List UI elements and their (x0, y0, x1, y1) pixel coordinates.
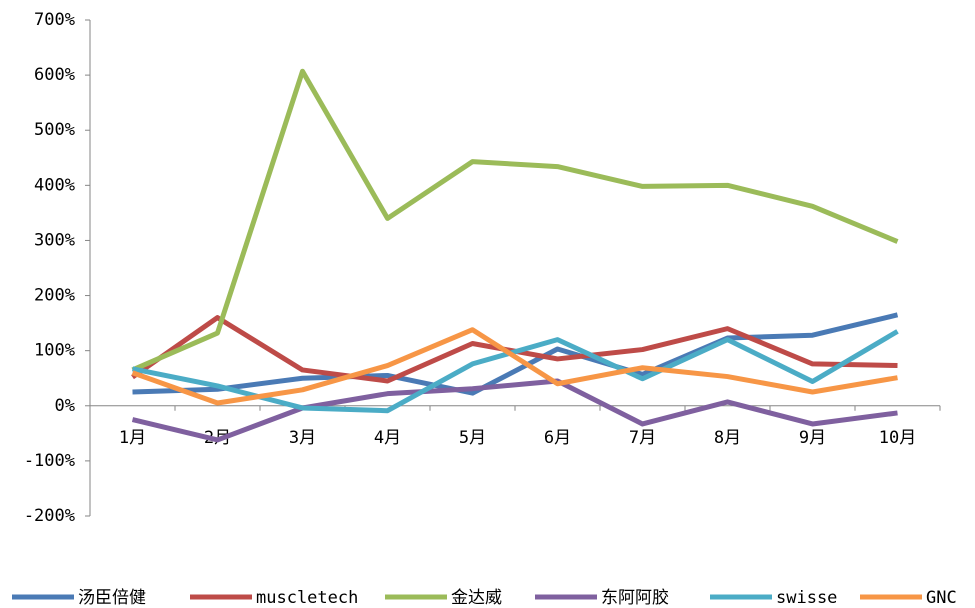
series-line (131, 327, 898, 406)
y-tick-label: 100% (34, 341, 75, 361)
legend-label: 汤臣倍健 (78, 588, 146, 608)
legend-label: muscletech (256, 588, 358, 608)
x-tick-label: 7月 (629, 428, 656, 448)
x-tick-label: 9月 (799, 428, 826, 448)
series-line (132, 312, 899, 396)
x-tick-label: 8月 (714, 428, 741, 448)
y-tick-label: 500% (34, 120, 75, 140)
x-tick-label: 5月 (459, 428, 486, 448)
y-tick-label: -200% (24, 506, 75, 526)
y-tick-label: 0% (55, 396, 75, 416)
y-tick-label: 300% (34, 230, 75, 250)
legend-label: GNC (926, 588, 957, 608)
x-tick-label: 1月 (119, 428, 146, 448)
x-tick-label: 3月 (289, 428, 316, 448)
y-tick-label: -100% (24, 451, 75, 471)
legend-label: swisse (776, 588, 837, 608)
y-tick-label: 600% (34, 65, 75, 85)
x-tick-label: 6月 (544, 428, 571, 448)
y-tick-label: 400% (34, 175, 75, 195)
legend-label: 东阿阿胶 (601, 588, 669, 608)
series-line (131, 68, 899, 373)
y-tick-label: 200% (34, 286, 75, 306)
series-line (131, 378, 898, 443)
legend-label: 金达威 (451, 588, 502, 608)
y-tick-label: 700% (34, 10, 75, 30)
x-tick-label: 4月 (374, 428, 401, 448)
x-tick-label: 10月 (879, 428, 916, 448)
